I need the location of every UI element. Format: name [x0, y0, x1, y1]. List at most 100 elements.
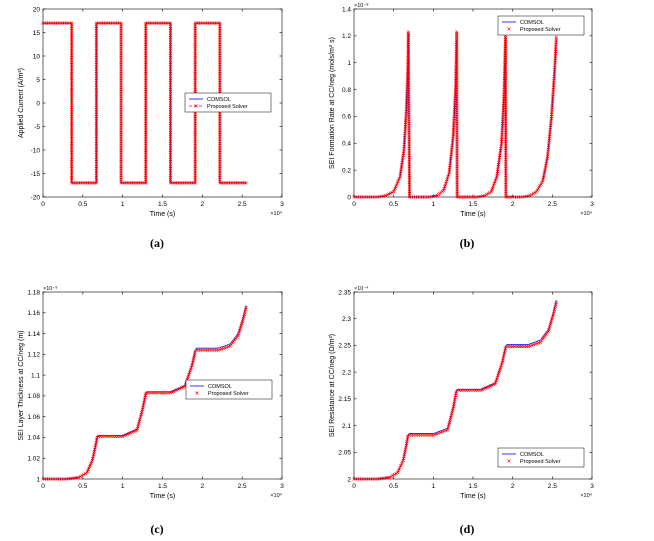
series-point-proposed [384, 194, 388, 198]
y-tick-label: 0.8 [342, 87, 351, 94]
y-tick-label: 1.1 [31, 372, 40, 379]
y-tick-label: 2.25 [338, 343, 351, 350]
y-tick-label: 1.2 [342, 33, 351, 40]
x-tick-label: 3 [590, 483, 594, 490]
x-tick-label: 0 [352, 483, 356, 490]
x-tick-label: 1 [121, 483, 125, 490]
legend-label: COMSOL [520, 452, 544, 458]
y-tick-label: 1.16 [27, 310, 40, 317]
y-tick-label: 2.2 [342, 369, 351, 376]
legend-label: Proposed Solver [207, 104, 248, 110]
y-tick-label: 0.6 [342, 114, 351, 121]
x-tick-label: 0.5 [389, 483, 398, 490]
y-tick-label: 5 [36, 77, 40, 84]
y-axis-label: Applied Current (A/m²) [18, 68, 25, 138]
chart-panel-2: 0 0.5 1 1.5 2 2.5 3 0 0.2 0.4 0.6 0.8 1 1.2 1.4 Time (s… [329, 2, 594, 218]
chart-panel-1: 0 0.5 1 1.5 2 2.5 3 -20 -15 -10 -5 0 5 10 15 20 Time (s)… [18, 6, 284, 218]
x-scale-label: ×10⁴ [580, 492, 592, 499]
series-point-proposed [385, 193, 389, 197]
y-tick-label: 1.14 [27, 331, 40, 338]
y-tick-label: 2.3 [342, 316, 351, 323]
x-tick-label: 0 [41, 201, 45, 208]
x-tick-label: 3 [590, 201, 594, 208]
legend-label: Proposed Solver [520, 459, 561, 465]
legend-label: Proposed Solver [520, 27, 561, 33]
y-tick-label: 1.08 [27, 393, 40, 400]
chart-panel-3: 0 0.5 1 1.5 2 2.5 3 1 1.02 1.04 1.06 1.08 1.1 1.12 1.1… [18, 285, 284, 500]
series-point-proposed [387, 192, 391, 196]
x-tick-label: 2.5 [238, 201, 247, 208]
y-tick-label: 1.18 [27, 289, 40, 296]
y-axis-label: SEI Layer Thickness at CC/neg (m) [18, 331, 25, 441]
series-point-proposed [442, 188, 446, 192]
y-tick-label: 15 [33, 30, 41, 37]
series-point-proposed [388, 191, 393, 195]
x-axis-label: Time (s) [150, 493, 175, 500]
legend-box [184, 92, 272, 113]
y-tick-label: 1.02 [27, 456, 40, 463]
x-tick-label: 2 [201, 483, 205, 490]
y-axis-label: SEI Resistance at CC/neg (Ω/m²) [329, 334, 336, 437]
y-tick-label: 2.15 [338, 396, 351, 403]
legend-label: Proposed Solver [208, 391, 249, 397]
y-tick-label: 0.4 [342, 141, 351, 148]
series-point-proposed [394, 183, 399, 187]
series-point-proposed [443, 185, 447, 189]
series-point-proposed [444, 179, 449, 184]
y-tick-label: -5 [34, 124, 40, 131]
series-point-proposed [442, 186, 446, 191]
caption-b: (b) [459, 236, 475, 250]
y-tick-label: -10 [31, 147, 41, 154]
y-scale-label: ×10⁻⁴ [354, 285, 369, 292]
y-tick-label: 1 [36, 476, 40, 483]
legend-label: COMSOL [207, 97, 231, 103]
caption-c: (c) [150, 522, 164, 536]
series-point-proposed [244, 181, 248, 185]
legend-marker-proposed-b [194, 104, 198, 108]
x-tick-label: 2 [201, 201, 205, 208]
series-point-proposed [394, 185, 398, 189]
y-tick-label: 2.05 [338, 450, 351, 457]
series-point-proposed [395, 181, 399, 186]
series-point-proposed [445, 178, 449, 182]
x-tick-label: 3 [280, 201, 284, 208]
y-scale-label: ×10⁻⁹ [43, 285, 58, 292]
x-tick-label: 1 [121, 201, 125, 208]
y-tick-label: -15 [31, 171, 41, 178]
x-tick-label: 3 [280, 483, 284, 490]
series-point-proposed [393, 186, 397, 190]
x-tick-label: 0.5 [78, 483, 87, 490]
y-tick-label: 0.2 [342, 167, 351, 174]
x-tick-label: 0.5 [389, 201, 398, 208]
x-tick-label: 0 [41, 483, 45, 490]
x-tick-label: 1.5 [468, 201, 477, 208]
x-tick-label: 1 [432, 483, 436, 490]
y-tick-label: 2.35 [338, 289, 351, 296]
legend-label: COMSOL [208, 384, 232, 390]
y-tick-label: 2.1 [342, 423, 351, 430]
chart-panel-4: 0 0.5 1 1.5 2 2.5 3 2 2.05 2.1 2.15 2.2 2.25 2.3 2.35 T… [329, 285, 594, 500]
x-tick-label: 2.5 [548, 483, 557, 490]
series-point-proposed [444, 181, 448, 185]
series-point-proposed [392, 188, 396, 192]
y-tick-label: 1.04 [27, 435, 40, 442]
x-tick-label: 2 [511, 201, 515, 208]
y-tick-label: 10 [33, 53, 41, 60]
y-tick-label: 0 [347, 194, 351, 201]
x-tick-label: 1 [432, 201, 436, 208]
y-tick-label: 1.06 [27, 414, 40, 421]
y-tick-label: 2 [347, 476, 351, 483]
series-point-proposed [396, 178, 401, 182]
caption-a: (a) [150, 236, 164, 250]
y-tick-label: 1.4 [342, 6, 351, 13]
y-tick-label: 1.12 [27, 352, 40, 359]
x-axis-label: Time (s) [460, 493, 485, 500]
series-point-proposed [447, 172, 451, 177]
series-point-proposed [445, 176, 450, 180]
series-point-proposed [396, 180, 400, 184]
x-tick-label: 2.5 [238, 483, 247, 490]
